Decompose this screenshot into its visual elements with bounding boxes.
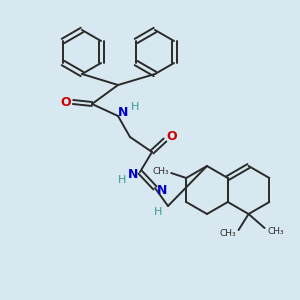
Text: H: H bbox=[154, 207, 162, 217]
Text: N: N bbox=[128, 169, 138, 182]
Text: CH₃: CH₃ bbox=[153, 167, 169, 176]
Text: N: N bbox=[157, 184, 167, 196]
Text: O: O bbox=[167, 130, 177, 143]
Text: H: H bbox=[118, 175, 126, 185]
Text: CH₃: CH₃ bbox=[219, 230, 236, 238]
Text: N: N bbox=[118, 106, 128, 118]
Text: H: H bbox=[131, 102, 139, 112]
Text: O: O bbox=[61, 95, 71, 109]
Text: CH₃: CH₃ bbox=[267, 227, 284, 236]
